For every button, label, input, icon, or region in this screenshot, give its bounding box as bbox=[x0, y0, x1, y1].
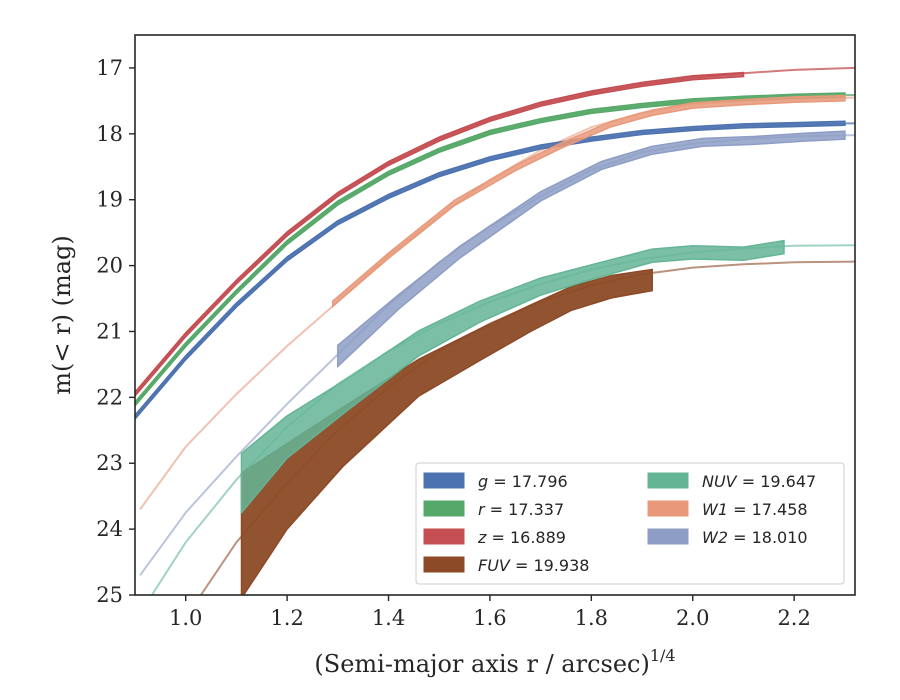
profile-band-nuv bbox=[240, 239, 785, 515]
x-axis-label: (Semi-major axis r / arcsec)1/4 bbox=[314, 646, 675, 678]
profile-band-g bbox=[135, 120, 846, 421]
legend-label-g: g = 17.796 bbox=[478, 472, 568, 491]
x-tick-label: 1.2 bbox=[270, 606, 303, 630]
legend-label-r: r = 17.337 bbox=[478, 500, 564, 519]
legend: g = 17.796 r = 17.337 z = 16.889 FUV = 19.9… bbox=[415, 462, 845, 585]
legend-swatch-r bbox=[423, 500, 465, 517]
legend-swatch-w1 bbox=[647, 500, 689, 517]
legend-swatch-nuv bbox=[647, 472, 689, 489]
y-tick-label: 25 bbox=[96, 583, 123, 607]
x-tick-label: 1.6 bbox=[473, 606, 506, 630]
legend-label-fuv: FUV = 19.938 bbox=[478, 556, 589, 575]
y-tick-label: 21 bbox=[96, 319, 123, 343]
y-tick-label: 19 bbox=[96, 188, 123, 212]
legend-swatch-z bbox=[423, 528, 465, 545]
plot-area bbox=[135, 66, 855, 595]
legend-label-nuv: NUV = 19.647 bbox=[702, 472, 816, 491]
legend-label-z: z = 16.889 bbox=[477, 528, 566, 547]
x-tick-label: 1.0 bbox=[169, 606, 202, 630]
axes: 1.0 1.2 1.4 1.6 1.8 2.0 2.2 17 18 19 20 21 22 23 24 25 (… bbox=[48, 34, 856, 678]
legend-label-w1: W1 = 17.458 bbox=[702, 500, 808, 519]
y-tick-label: 22 bbox=[96, 385, 123, 409]
profile-band-w2 bbox=[337, 130, 846, 369]
x-tick-label: 2.0 bbox=[676, 606, 709, 630]
profile-band-w1 bbox=[331, 94, 846, 309]
legend-swatch-fuv bbox=[423, 556, 465, 573]
y-tick-label: 20 bbox=[96, 254, 123, 278]
y-tick-label: 17 bbox=[96, 56, 123, 80]
profile-band-z bbox=[135, 71, 745, 398]
y-tick-label: 23 bbox=[96, 451, 123, 475]
legend-label-w2: W2 = 18.010 bbox=[702, 528, 808, 547]
model-curve-g bbox=[135, 122, 855, 418]
legend-swatch-g bbox=[423, 472, 465, 489]
y-axis-label: m(< r) (mag) bbox=[48, 235, 76, 394]
x-tick-label: 1.8 bbox=[575, 606, 608, 630]
y-tick-label: 24 bbox=[96, 517, 123, 541]
legend-frame bbox=[415, 462, 845, 585]
axes-frame bbox=[134, 34, 856, 596]
x-tick-label: 1.4 bbox=[372, 606, 405, 630]
y-tick-label: 18 bbox=[96, 122, 123, 146]
legend-swatch-w2 bbox=[647, 528, 689, 545]
profile-band-fuv bbox=[240, 268, 653, 595]
x-tick-label: 2.2 bbox=[777, 606, 810, 630]
